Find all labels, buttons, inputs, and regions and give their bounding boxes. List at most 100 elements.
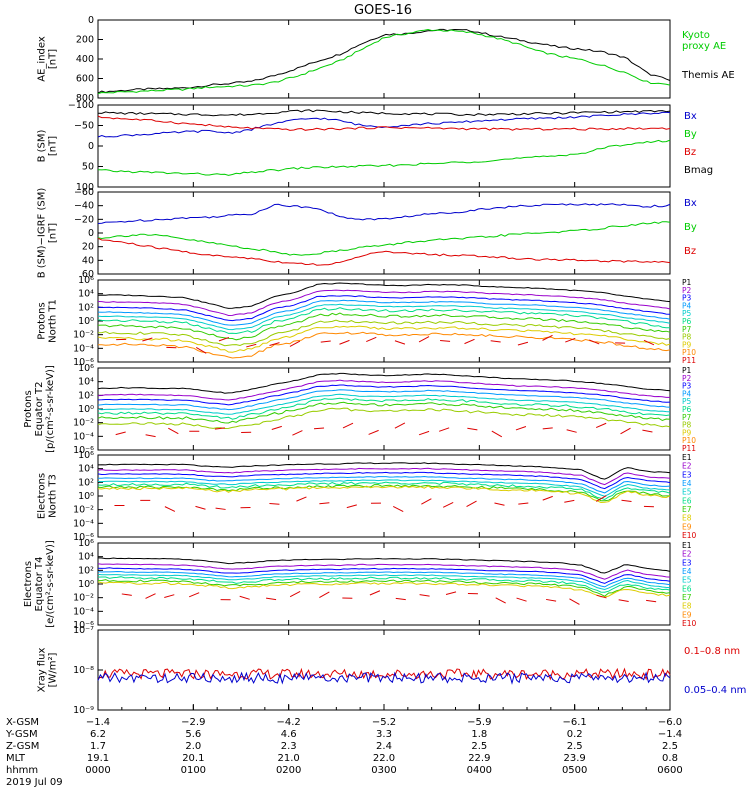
y-tick-label: 10⁴ bbox=[78, 552, 94, 563]
y-tick-label: 10⁻⁶ bbox=[73, 445, 94, 456]
channel-segment bbox=[595, 495, 607, 502]
channel-segment bbox=[565, 337, 576, 343]
ephemeris-cell: 0600 bbox=[657, 765, 682, 776]
legend-entry: E5 bbox=[682, 576, 692, 585]
channel-segment bbox=[292, 430, 303, 436]
channel-segment bbox=[319, 502, 330, 505]
ephemeris-cell: −2.9 bbox=[181, 717, 205, 728]
channel-line-e4 bbox=[97, 570, 671, 588]
channel-segment bbox=[518, 502, 529, 505]
channel-segment bbox=[491, 430, 503, 438]
ephemeris-cell: 2.5 bbox=[662, 741, 678, 752]
ephemeris-cell: −1.4 bbox=[658, 729, 682, 740]
legend-entry: P10 bbox=[682, 436, 696, 445]
channel-line-e1 bbox=[97, 462, 671, 480]
channel-line-e7 bbox=[97, 484, 670, 502]
channel-line-p2 bbox=[97, 289, 671, 317]
channel-segment bbox=[569, 598, 580, 605]
panel-b_igrf: B (SM)−IGRF (SM)[nT] −60 −40 −20 0 20 40 60 Bx By… bbox=[37, 187, 697, 280]
ephemeris-cell: 22.0 bbox=[373, 753, 395, 764]
channel-segment bbox=[643, 339, 655, 346]
legend-entry: P1 bbox=[682, 366, 692, 375]
channel-line-e3 bbox=[97, 471, 671, 490]
channel-segment bbox=[346, 504, 357, 509]
y-tick-label: 10⁴ bbox=[78, 464, 94, 475]
ephemeris-cell: 0300 bbox=[371, 765, 396, 776]
channel-segment bbox=[195, 505, 206, 510]
series-line-bz bbox=[97, 115, 671, 131]
legend-entry: 0.05–0.4 nm bbox=[684, 685, 746, 696]
ephemeris-row-label: 2019 Jul 09 bbox=[6, 777, 63, 788]
panel-frame bbox=[97, 367, 671, 451]
y-axis-label-line: [p/(cm²-s-sr-keV)] bbox=[45, 365, 56, 453]
channel-line-p1 bbox=[97, 372, 671, 394]
channel-line-e6 bbox=[97, 481, 671, 501]
channel-segment bbox=[339, 339, 350, 345]
y-axis-label-line: [e/(cm²-s-sr-keV)] bbox=[45, 540, 56, 628]
channel-segment bbox=[418, 336, 430, 343]
y-axis-label-line: North T3 bbox=[48, 474, 59, 518]
channel-segment bbox=[115, 431, 126, 436]
y-tick-label: 10⁻⁶ bbox=[73, 620, 94, 631]
y-axis-label-line: [nT] bbox=[48, 136, 59, 156]
y-tick-label: 100 bbox=[76, 182, 94, 193]
channel-segment bbox=[271, 425, 282, 431]
legend-entry: P2 bbox=[682, 374, 692, 383]
legend-entry-line: Kyoto bbox=[682, 30, 710, 41]
ephemeris-cell: 0400 bbox=[467, 765, 492, 776]
y-axis-label-line: Protons bbox=[37, 302, 48, 339]
channel-line-p8 bbox=[97, 319, 671, 347]
ephemeris-cell: −5.9 bbox=[467, 717, 491, 728]
y-axis-label-line: Equator T4 bbox=[34, 557, 45, 612]
channel-segment bbox=[564, 499, 575, 503]
channel-line-e6 bbox=[97, 576, 671, 593]
legend-entry-line: proxy AE bbox=[682, 41, 726, 52]
channel-segment bbox=[215, 507, 226, 510]
ephemeris-cell: 2.5 bbox=[567, 741, 583, 752]
y-tick-label: 10⁻⁴ bbox=[73, 606, 94, 617]
y-tick-label: 10⁻⁹ bbox=[73, 705, 94, 716]
channel-segment bbox=[490, 340, 501, 343]
channel-segment bbox=[442, 502, 454, 508]
series-line-bx bbox=[97, 111, 671, 138]
legend-entry: E9 bbox=[682, 610, 692, 619]
legend-entry: Bx bbox=[684, 111, 697, 122]
ephemeris-cell: 19.1 bbox=[87, 753, 109, 764]
legend-entry: P3 bbox=[682, 294, 692, 303]
channel-line-p2 bbox=[97, 379, 670, 401]
y-tick-label: −100 bbox=[68, 100, 94, 111]
legend-entry: E5 bbox=[682, 488, 692, 497]
legend-entry: E1 bbox=[682, 541, 692, 550]
y-axis-label: ElectronsEquator T4[e/(cm²-s-sr-keV)] bbox=[23, 540, 56, 628]
y-tick-label: 10⁴ bbox=[78, 377, 94, 388]
channel-line-e8 bbox=[97, 485, 671, 504]
channel-segment bbox=[368, 429, 379, 435]
ephemeris-cell: 0200 bbox=[276, 765, 301, 776]
ephemeris-row-label: Z-GSM bbox=[6, 741, 39, 752]
channel-line-e1 bbox=[97, 557, 671, 574]
y-tick-label: 10⁶ bbox=[78, 450, 94, 461]
channel-line-p4 bbox=[97, 299, 671, 326]
y-axis-label-line: B (SM) bbox=[37, 129, 48, 162]
channel-segment bbox=[313, 427, 325, 430]
channel-line-e5 bbox=[97, 479, 671, 497]
y-axis-label-line: AE_index bbox=[37, 36, 48, 82]
channel-segment bbox=[418, 430, 430, 436]
ephemeris-cell: 23.9 bbox=[564, 753, 586, 764]
channel-line-p8 bbox=[97, 407, 671, 430]
legend-entry: Bmag bbox=[684, 165, 713, 176]
legend-entry: E7 bbox=[682, 505, 692, 514]
y-tick-label: −20 bbox=[74, 214, 94, 225]
y-tick-label: 10⁻² bbox=[73, 330, 94, 341]
y-tick-label: 20 bbox=[82, 242, 94, 253]
legend-entry: E3 bbox=[682, 558, 692, 567]
y-tick-label: 10² bbox=[78, 390, 94, 401]
panel-p_t1: ProtonsNorth T1 10⁶ 10⁴ 10² 10⁰ 10⁻² 10⁻⁴ 10⁻⁶ P… bbox=[37, 275, 697, 368]
legend-entry: P6 bbox=[682, 405, 692, 414]
y-axis-label-line: Electrons bbox=[37, 473, 48, 519]
channel-segment bbox=[394, 422, 406, 429]
series-line-by bbox=[97, 221, 671, 256]
series-line-bx bbox=[97, 203, 671, 224]
channel-segment bbox=[366, 336, 377, 343]
